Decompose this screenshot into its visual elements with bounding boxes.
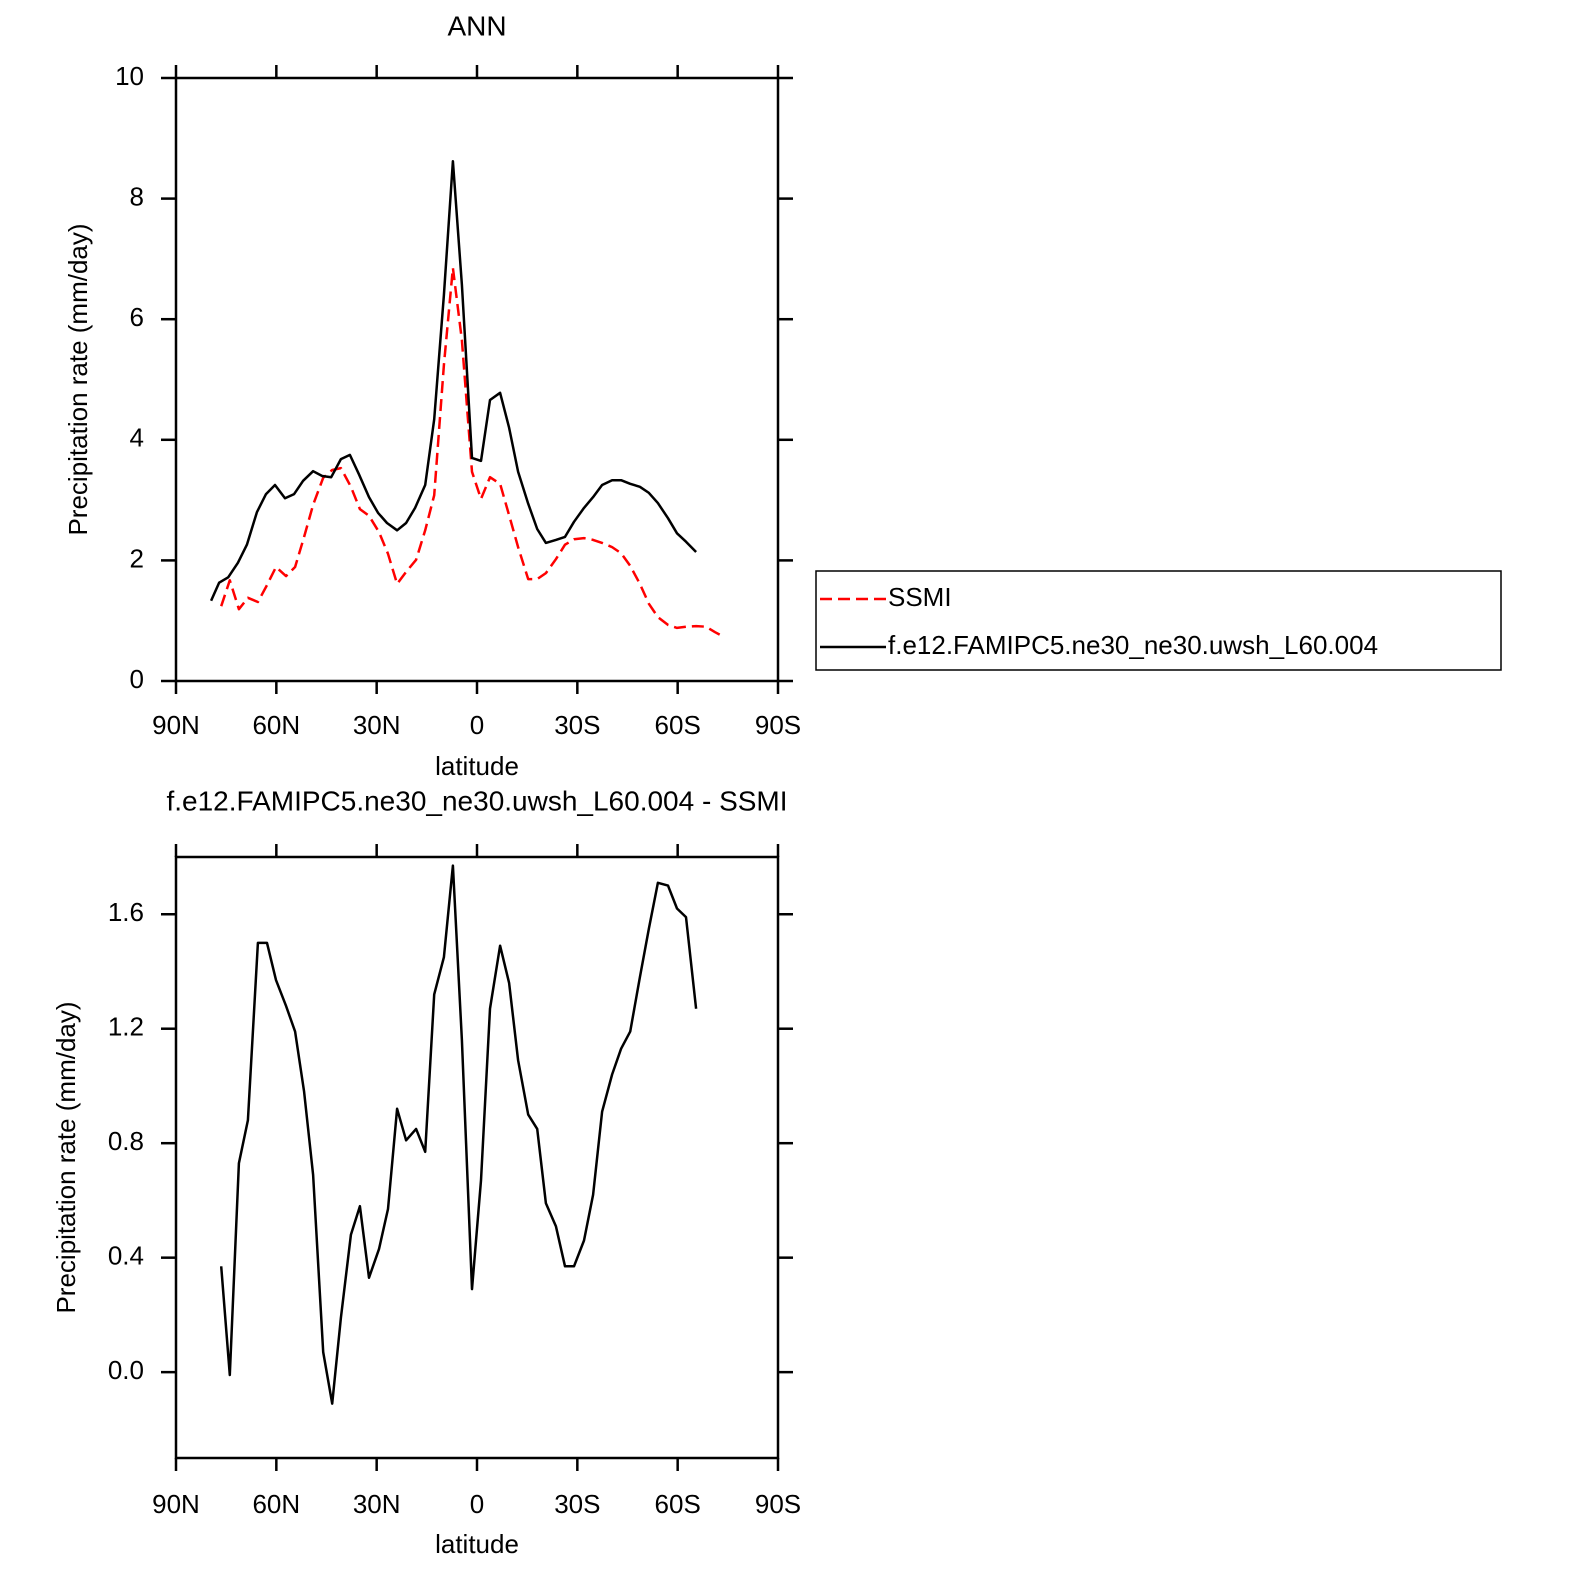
y-tick-label: 4: [130, 423, 144, 453]
x-tick-label: 90N: [152, 1489, 200, 1519]
x-tick-label: 30S: [554, 1489, 600, 1519]
x-tick-label: 30N: [353, 1489, 401, 1519]
x-tick-label: 90S: [755, 710, 801, 740]
data-line: [209, 159, 697, 602]
x-tick-label: 30S: [554, 710, 600, 740]
x-tick-label: 60N: [252, 1489, 300, 1519]
x-tick-label: 90N: [152, 710, 200, 740]
y-tick-label: 0.4: [108, 1241, 144, 1271]
y-axis-title: Precipitation rate (mm/day): [51, 1001, 81, 1313]
data-line: [220, 266, 725, 639]
y-tick-label: 0.8: [108, 1126, 144, 1156]
legend-box: [815, 570, 1502, 671]
y-tick-label: 0: [130, 664, 144, 694]
y-tick-label: 2: [130, 543, 144, 573]
chart-title: f.e12.FAMIPC5.ne30_ne30.uwsh_L60.004 - S…: [166, 785, 787, 816]
y-tick-label: 10: [115, 61, 144, 91]
x-tick-label: 90S: [755, 1489, 801, 1519]
data-line: [219, 864, 698, 1405]
x-tick-label: 0: [470, 1489, 484, 1519]
y-tick-label: 1.2: [108, 1012, 144, 1042]
y-tick-label: 0.0: [108, 1355, 144, 1385]
y-tick-label: 8: [130, 181, 144, 211]
y-tick-label: 1.6: [108, 897, 144, 927]
x-axis-title: latitude: [435, 1529, 519, 1559]
x-tick-label: 60S: [655, 1489, 701, 1519]
x-tick-label: 0: [470, 710, 484, 740]
x-tick-label: 30N: [353, 710, 401, 740]
chart-title: ANN: [447, 10, 506, 41]
plot-frame: [174, 76, 780, 683]
y-axis-title: Precipitation rate (mm/day): [63, 223, 93, 535]
x-tick-label: 60S: [655, 710, 701, 740]
y-tick-label: 6: [130, 302, 144, 332]
x-tick-label: 60N: [252, 710, 300, 740]
plot-frame: [174, 855, 780, 1460]
x-axis-title: latitude: [435, 751, 519, 781]
legend-label: SSMI: [888, 582, 952, 612]
legend-label: f.e12.FAMIPC5.ne30_ne30.uwsh_L60.004: [888, 630, 1378, 660]
